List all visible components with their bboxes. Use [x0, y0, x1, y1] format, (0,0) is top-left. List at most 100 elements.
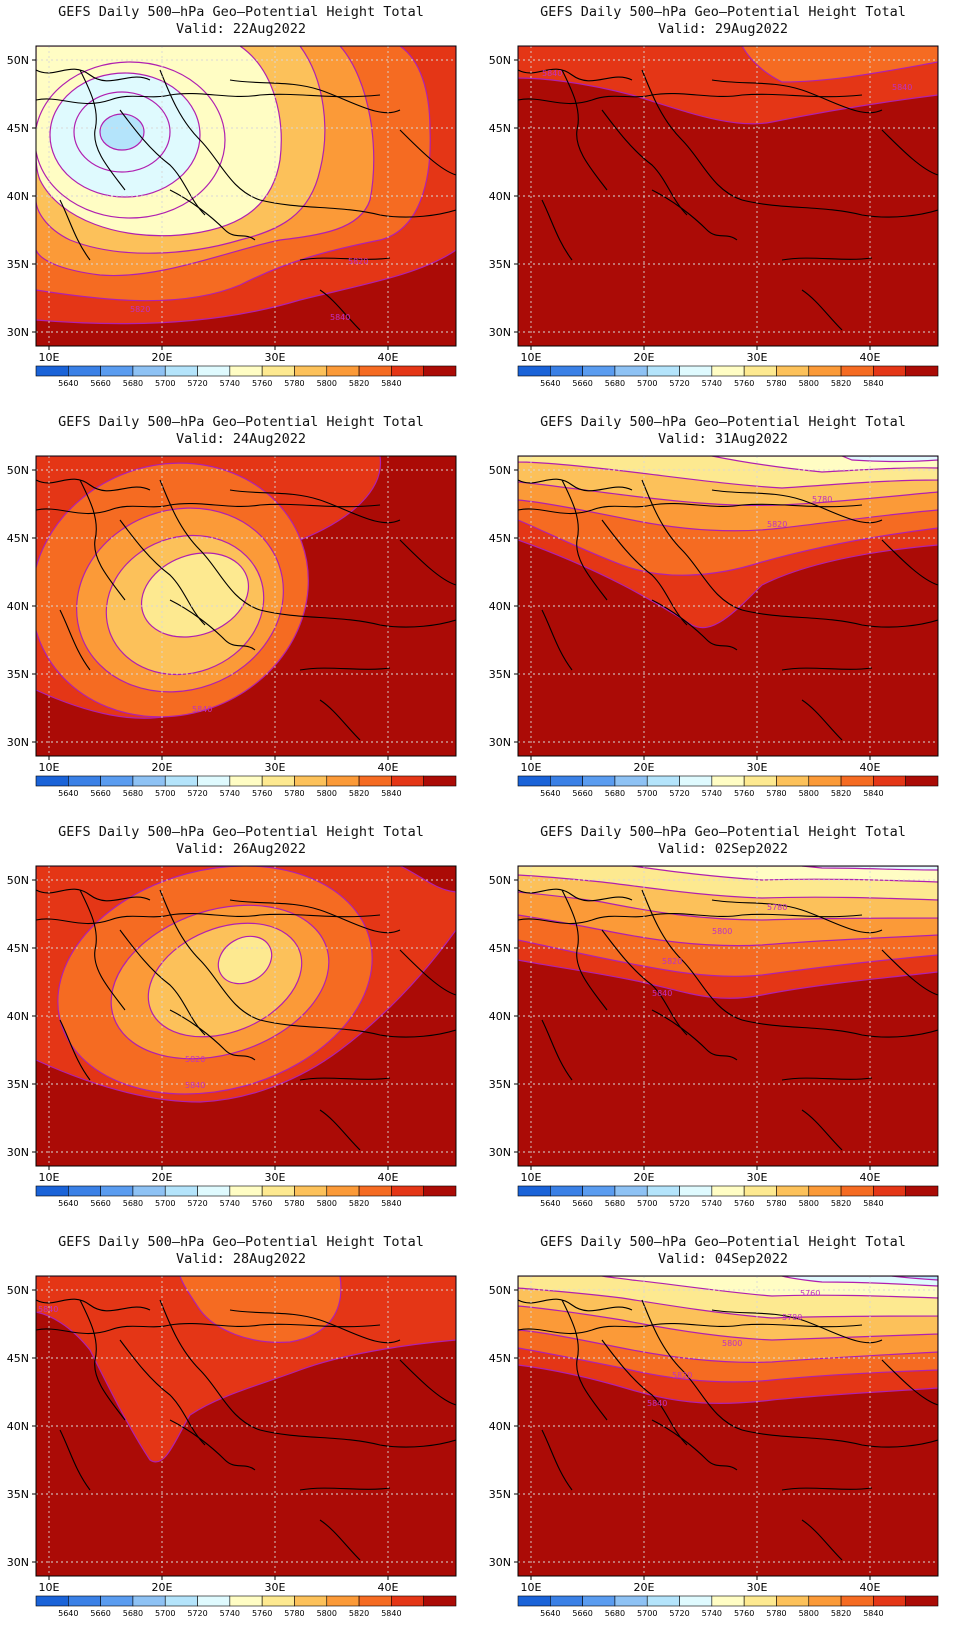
lat-tick-label: 45N — [489, 1352, 511, 1365]
colorbar-swatch — [743, 1595, 777, 1607]
colorbar-swatch — [391, 1185, 424, 1197]
colorbar-swatch — [873, 1595, 906, 1607]
contour-label: 5840 — [330, 313, 350, 322]
colorbar-swatch — [582, 365, 616, 377]
colorbar-swatch — [261, 1595, 295, 1607]
colorbar-tick-label: 5840 — [863, 1609, 883, 1618]
lat-tick-label: 30N — [489, 736, 511, 749]
colorbar-swatch — [517, 775, 551, 787]
panel-valid-date: Valid: 29Aug2022 — [657, 21, 789, 37]
country-borders — [518, 68, 938, 331]
map-panel-26aug: GEFS Daily 500–hPa Geo–Potential Height … — [0, 820, 482, 1230]
colorbar-tick-label: 5780 — [284, 789, 304, 798]
country-borders — [36, 68, 456, 331]
country-borders — [36, 1298, 456, 1561]
colorbar-swatch — [326, 775, 360, 787]
colorbar-tick-label: 5720 — [669, 1199, 689, 1208]
map-svg: 5780 5800 5820 5840 50N 45N 40N 35N 30N 10E 20… — [489, 865, 939, 1208]
lat-tick-label: 40N — [489, 190, 511, 203]
colorbar-tick-label: 5840 — [863, 1199, 883, 1208]
lon-tick-label: 10E — [521, 1171, 542, 1184]
contour-label: 5820 — [185, 1055, 205, 1064]
colorbar-swatch — [776, 775, 810, 787]
colorbar-tick-label: 5800 — [317, 379, 337, 388]
lat-tick-label: 30N — [7, 1556, 29, 1569]
colorbar-swatch — [679, 1595, 713, 1607]
colorbar-swatch — [423, 1185, 457, 1197]
colorbar-tick-label: 5760 — [252, 379, 272, 388]
lat-tick-label: 45N — [7, 942, 29, 955]
panel-valid-date: Valid: 04Sep2022 — [657, 1251, 789, 1267]
lon-tick-label: 10E — [521, 1581, 542, 1594]
grid-lines — [36, 866, 456, 1166]
colorbar-swatch — [68, 1595, 101, 1607]
colorbar: 5640 5660 5680 5700 5720 5740 5760 5780 5800 5820… — [517, 365, 939, 388]
lon-tick-label: 40E — [860, 1171, 881, 1184]
lon-tick-label: 30E — [747, 1171, 768, 1184]
colorbar-tick-label: 5660 — [90, 1199, 110, 1208]
colorbar-swatch — [197, 775, 231, 787]
panel-title: GEFS Daily 500–hPa Geo–Potential Height … — [540, 824, 906, 840]
colorbar-tick-label: 5700 — [155, 379, 175, 388]
colorbar-swatch — [614, 1595, 648, 1607]
lat-tick-label: 30N — [489, 1556, 511, 1569]
lat-tick-label: 45N — [7, 1352, 29, 1365]
lon-tick-label: 30E — [747, 351, 768, 364]
lon-tick-label: 10E — [39, 1171, 60, 1184]
colorbar-tick-label: 5660 — [572, 379, 592, 388]
colorbar-swatch — [550, 1185, 583, 1197]
colorbar-swatch — [35, 775, 69, 787]
contour-label: 5840 — [892, 83, 912, 92]
grid-lines — [36, 46, 456, 346]
colorbar-swatch — [164, 365, 198, 377]
colorbar-swatch — [326, 365, 360, 377]
panel-title: GEFS Daily 500–hPa Geo–Potential Height … — [540, 4, 906, 20]
contour-label: 5820 — [672, 1371, 692, 1380]
map-panel-29aug: GEFS Daily 500–hPa Geo–Potential Height … — [482, 0, 964, 410]
lat-tick-label: 45N — [489, 532, 511, 545]
contour-label: 5820 — [348, 257, 368, 266]
colorbar-swatch — [550, 365, 583, 377]
colorbar-swatch — [132, 1595, 166, 1607]
colorbar-swatch — [614, 1185, 648, 1197]
colorbar-tick-label: 5800 — [317, 1609, 337, 1618]
lat-tick-label: 30N — [7, 326, 29, 339]
colorbar-swatch — [326, 1185, 360, 1197]
colorbar-tick-label: 5720 — [187, 379, 207, 388]
map-svg: 5820 5840 50N 45N 40N 35N 30N 10E 20E 30E 40E 56… — [7, 865, 457, 1208]
colorbar-swatch — [808, 775, 842, 787]
axis-ticks: 50N 45N 40N 35N 30N 10E 20E 30E 40E — [489, 464, 881, 774]
colorbar-tick-label: 5720 — [187, 1199, 207, 1208]
lon-tick-label: 10E — [39, 1581, 60, 1594]
colorbar-tick-label: 5720 — [669, 379, 689, 388]
map-svg: 5840 50N 45N 40N 35N 30N 10E 20E 30E 40E 5640 566… — [7, 455, 457, 798]
lat-tick-label: 35N — [7, 1488, 29, 1501]
colorbar-tick-label: 5760 — [252, 789, 272, 798]
colorbar-tick-label: 5660 — [572, 1199, 592, 1208]
colorbar-tick-label: 5680 — [605, 1609, 625, 1618]
colorbar-swatch — [132, 775, 166, 787]
map-panel-31aug: GEFS Daily 500–hPa Geo–Potential Height … — [482, 410, 964, 820]
lon-tick-label: 40E — [378, 761, 399, 774]
colorbar-tick-label: 5700 — [155, 1199, 175, 1208]
colorbar-swatch — [100, 365, 134, 377]
panel-title: GEFS Daily 500–hPa Geo–Potential Height … — [58, 1234, 424, 1250]
colorbar-tick-label: 5820 — [349, 1609, 369, 1618]
country-borders — [518, 478, 938, 741]
colorbar-tick-label: 5640 — [540, 1199, 560, 1208]
colorbar-tick-label: 5840 — [381, 789, 401, 798]
colorbar-swatch — [35, 365, 69, 377]
colorbar-tick-label: 5760 — [734, 379, 754, 388]
colorbar-tick-label: 5660 — [90, 1609, 110, 1618]
colorbar-swatch — [743, 775, 777, 787]
colorbar-swatch — [423, 365, 457, 377]
panel-title: GEFS Daily 500–hPa Geo–Potential Height … — [540, 414, 906, 430]
colorbar-tick-label: 5680 — [123, 789, 143, 798]
colorbar-tick-label: 5820 — [831, 789, 851, 798]
panel-valid-date: Valid: 28Aug2022 — [175, 1251, 307, 1267]
colorbar-tick-label: 5740 — [220, 1609, 240, 1618]
colorbar-tick-label: 5740 — [220, 1199, 240, 1208]
colorbar-tick-label: 5680 — [605, 1199, 625, 1208]
colorbar-tick-label: 5700 — [637, 1199, 657, 1208]
